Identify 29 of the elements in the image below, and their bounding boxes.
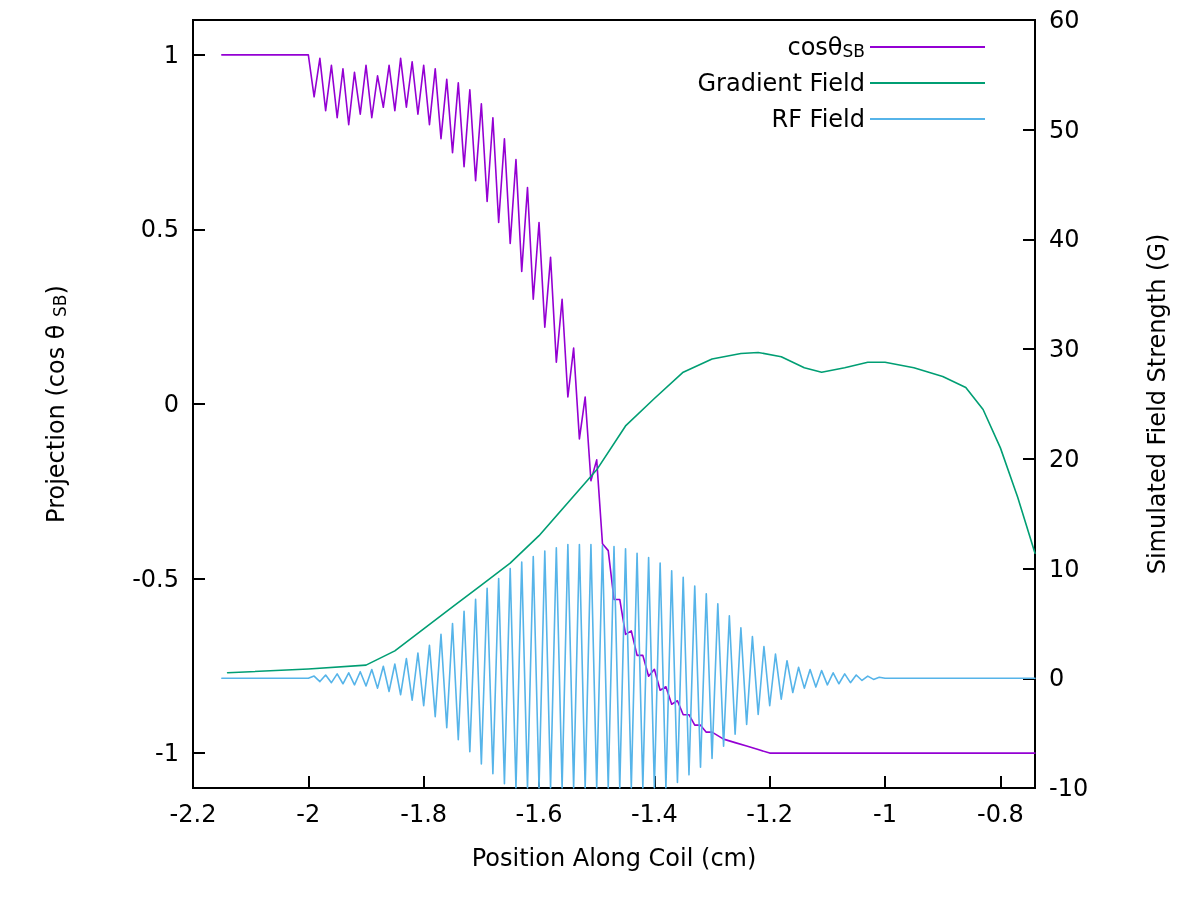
y-tick-label: -0.5 — [132, 564, 179, 593]
y2-tick-label: 60 — [1049, 6, 1080, 34]
legend-label: Gradient Field — [697, 69, 865, 97]
y-tick-label: 1 — [163, 40, 179, 69]
y-axis-title: Projection (cos θ SB) — [42, 285, 70, 523]
y2-tick-label: 10 — [1049, 554, 1080, 583]
x-tick-label: -1.2 — [746, 800, 794, 828]
y2-tick-label: 0 — [1049, 664, 1065, 693]
y-tick-label: -1 — [155, 739, 179, 768]
x-tick-label: -1.4 — [630, 800, 678, 828]
y2-tick-label: 20 — [1049, 444, 1080, 473]
legend-label: cosθSB — [787, 33, 866, 61]
x-tick-label: -2 — [296, 800, 321, 828]
y2-tick-label: 50 — [1049, 115, 1080, 144]
line-series — [226, 351, 1036, 674]
x-tick-label: -1 — [873, 800, 898, 828]
y-tick-label: 0 — [163, 390, 179, 418]
y2-tick-label: 40 — [1049, 225, 1080, 254]
y2-axis-title: Simulated Field Strength (G) — [1143, 233, 1171, 575]
x-tick-label: -1.6 — [515, 800, 563, 828]
y2-tick-label: 30 — [1049, 335, 1080, 364]
legend-label: RF Field — [771, 105, 866, 133]
y2-tick-label: -10 — [1049, 774, 1089, 802]
y-tick-label: 0.5 — [140, 215, 179, 244]
x-tick-label: -2.2 — [169, 800, 217, 828]
x-axis-title: Position Along Coil (cm) — [471, 844, 757, 872]
x-tick-label: -1.8 — [400, 800, 448, 828]
line-series — [221, 543, 1036, 789]
x-tick-label: -0.8 — [976, 800, 1024, 828]
